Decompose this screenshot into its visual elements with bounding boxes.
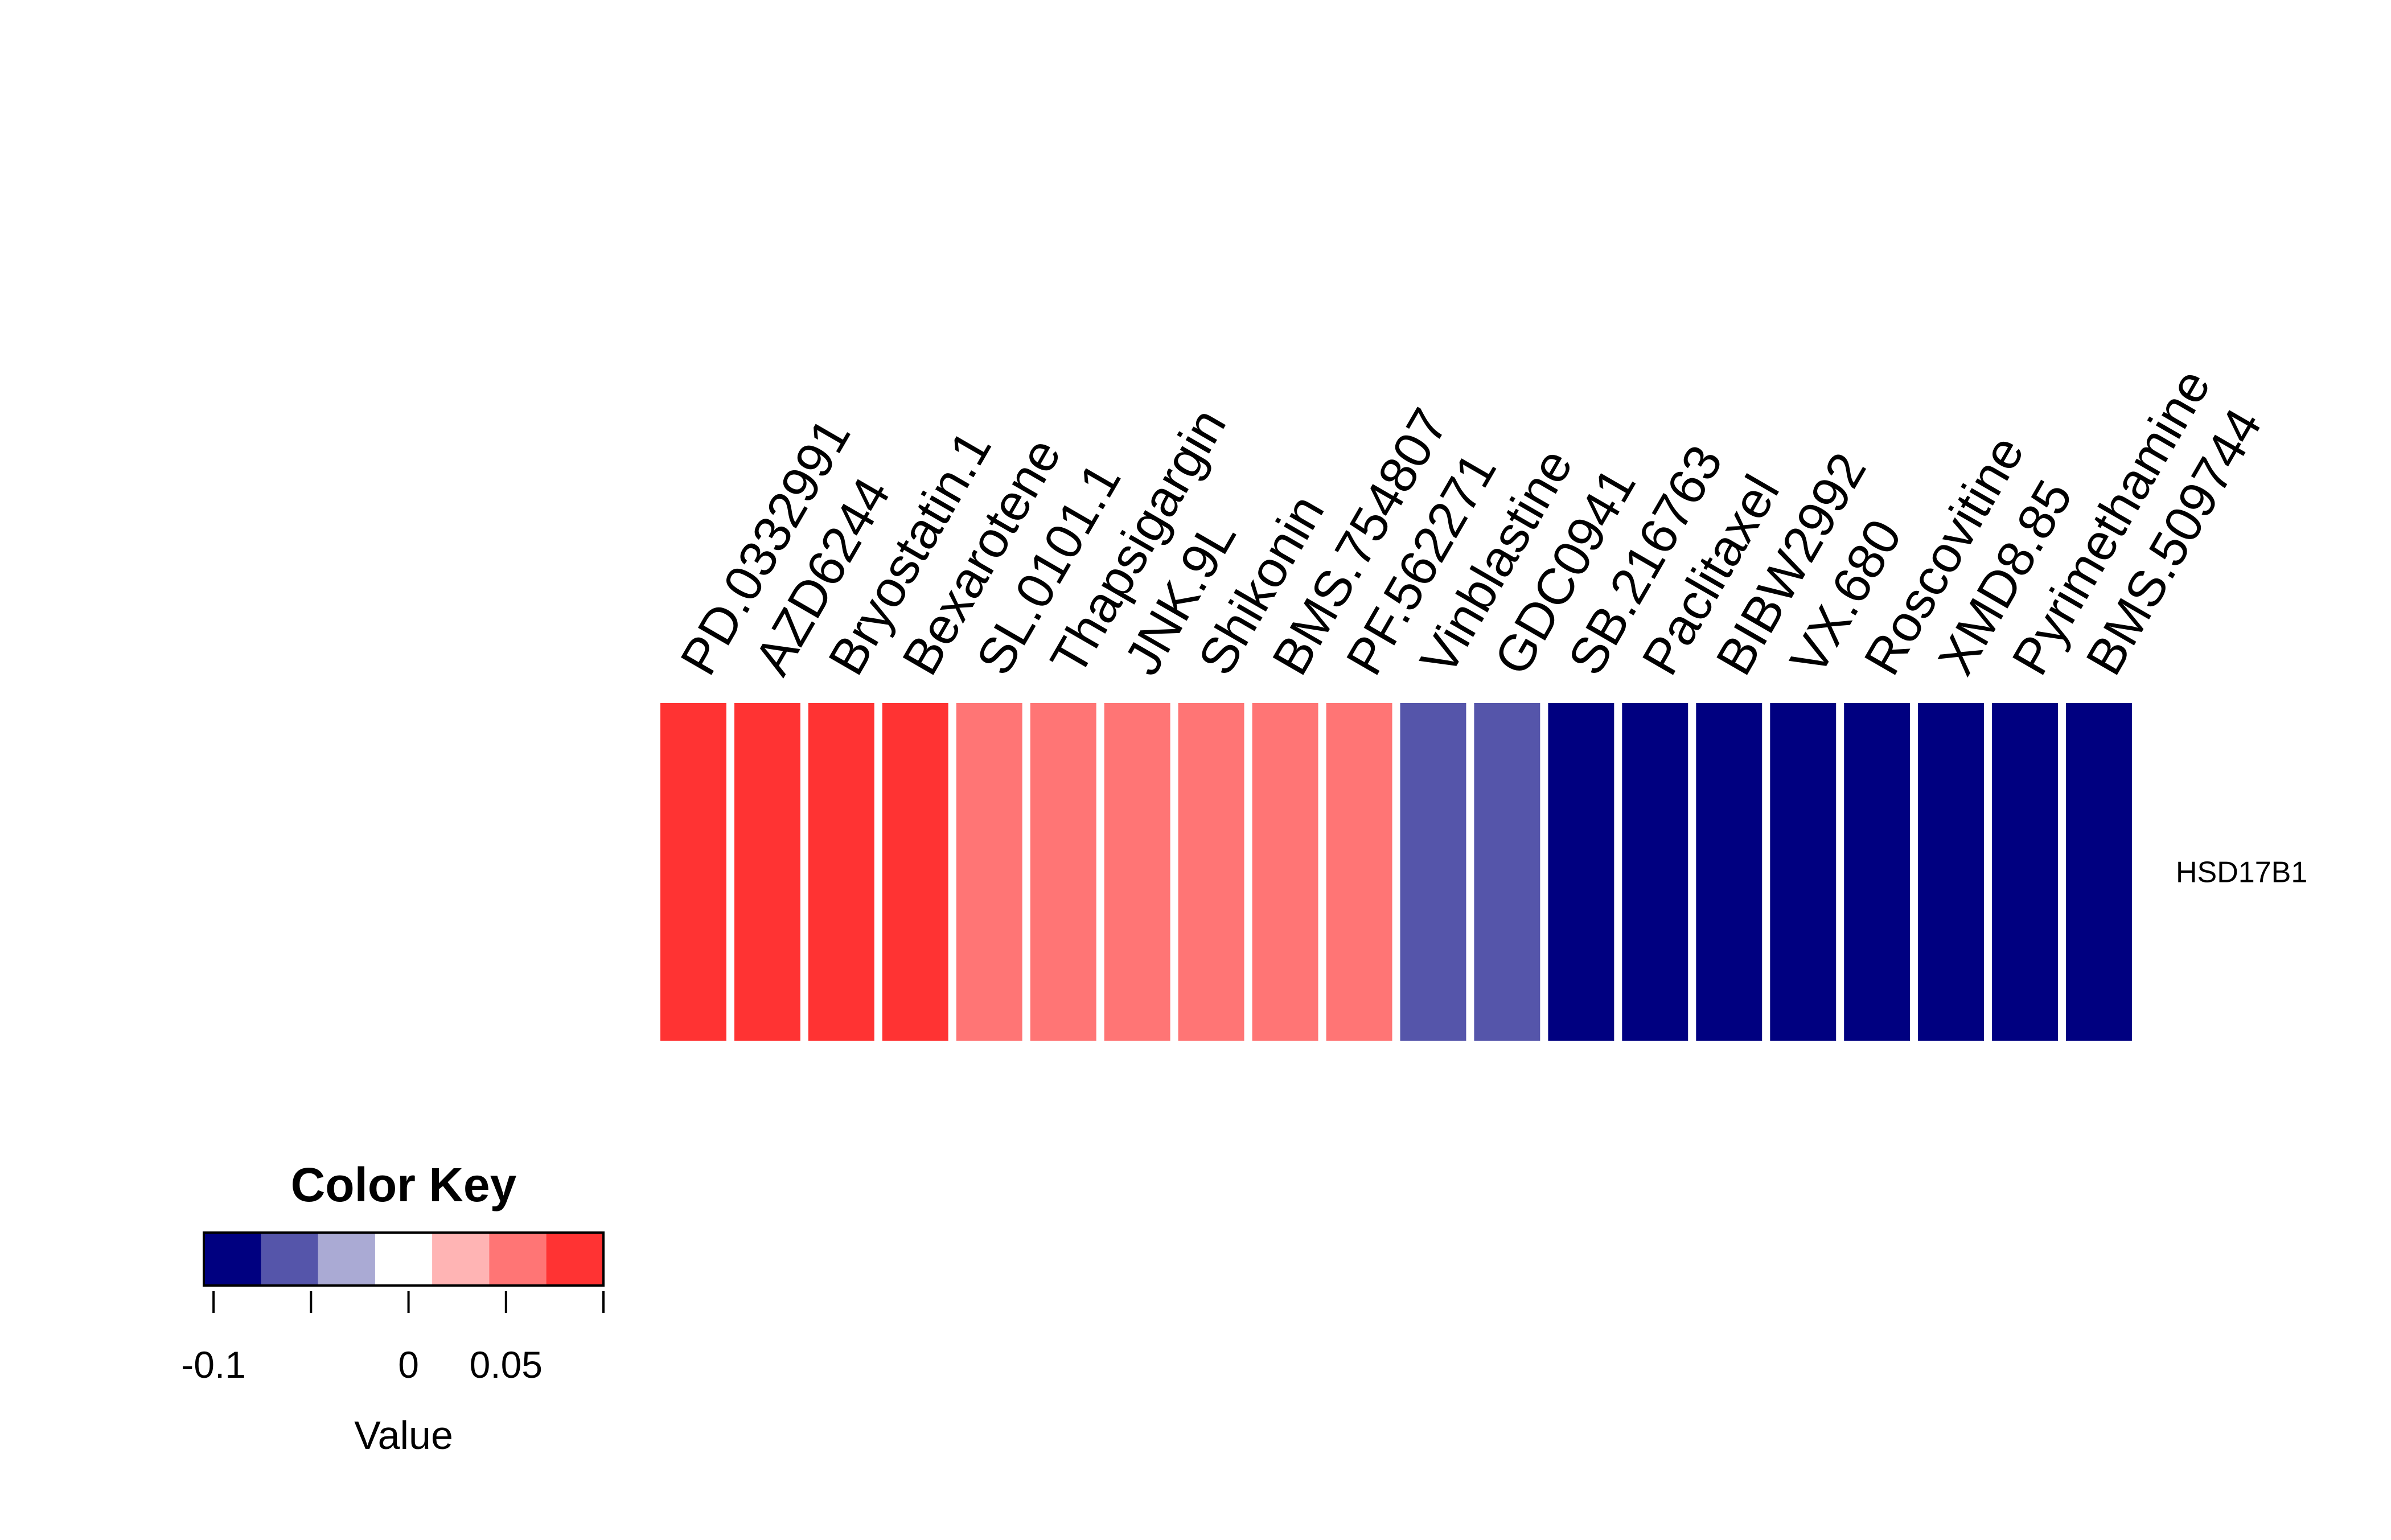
color-key-swatch xyxy=(261,1233,319,1286)
color-key-title: Color Key xyxy=(291,1158,517,1212)
color-key-tick-label: -0.1 xyxy=(181,1344,246,1386)
heatmap-cell-pf-562271 xyxy=(1326,703,1392,1041)
color-key-tick-label: 0.05 xyxy=(470,1344,543,1386)
heatmap-cell-bms-509744 xyxy=(2066,703,2132,1041)
heatmap-cells xyxy=(660,703,2132,1041)
heatmap-cell-gdc0941 xyxy=(1474,703,1540,1041)
heatmap-cell-bms-754807 xyxy=(1252,703,1318,1041)
color-key-tick-label: 0 xyxy=(398,1344,419,1386)
heatmap-cell-vx-680 xyxy=(1770,703,1837,1041)
heatmap-cell-sl-0101-1 xyxy=(956,703,1022,1041)
heatmap-cell-paclitaxel xyxy=(1622,703,1689,1041)
heatmap-cell-bibw2992 xyxy=(1696,703,1763,1041)
color-key-swatches xyxy=(203,1231,605,1287)
color-key-ticks: -0.1 0 0.05 xyxy=(181,1291,605,1386)
heatmap-cell-xmd8-85 xyxy=(1918,703,1984,1041)
color-key-swatch xyxy=(204,1233,261,1286)
heatmap-cell-pyrimethamine xyxy=(1992,703,2058,1041)
heatmap-cell-shikonin xyxy=(1178,703,1244,1041)
heatmap-cell-pd-0332991 xyxy=(660,703,726,1041)
color-key-border xyxy=(203,1231,605,1287)
color-key-swatch xyxy=(432,1233,490,1286)
heatmap-cell-roscovitine xyxy=(1844,703,1911,1041)
color-key-swatch xyxy=(375,1233,433,1286)
heatmap-cell-azd6244 xyxy=(734,703,800,1041)
color-key-swatch xyxy=(546,1233,604,1286)
heatmap-cell-thapsigargin xyxy=(1030,703,1096,1041)
color-key-xlabel: Value xyxy=(354,1413,453,1457)
heatmap-cell-bexarotene xyxy=(882,703,948,1041)
row-label: HSD17B1 xyxy=(2176,856,2307,889)
color-key-swatch xyxy=(318,1233,376,1286)
column-labels: PD.0332991AZD6244Bryostatin.1BexaroteneS… xyxy=(670,360,2273,684)
heatmap-cell-sb-216763 xyxy=(1548,703,1614,1041)
heatmap-cell-vinblastine xyxy=(1400,703,1466,1041)
row-labels: HSD17B1 xyxy=(2176,856,2307,889)
color-key: Color Key -0.1 0 0.05 Value xyxy=(181,1158,605,1457)
heatmap-cell-jnk-9l xyxy=(1104,703,1170,1041)
color-key-swatch xyxy=(489,1233,547,1286)
heatmap-cell-bryostatin-1 xyxy=(808,703,874,1041)
